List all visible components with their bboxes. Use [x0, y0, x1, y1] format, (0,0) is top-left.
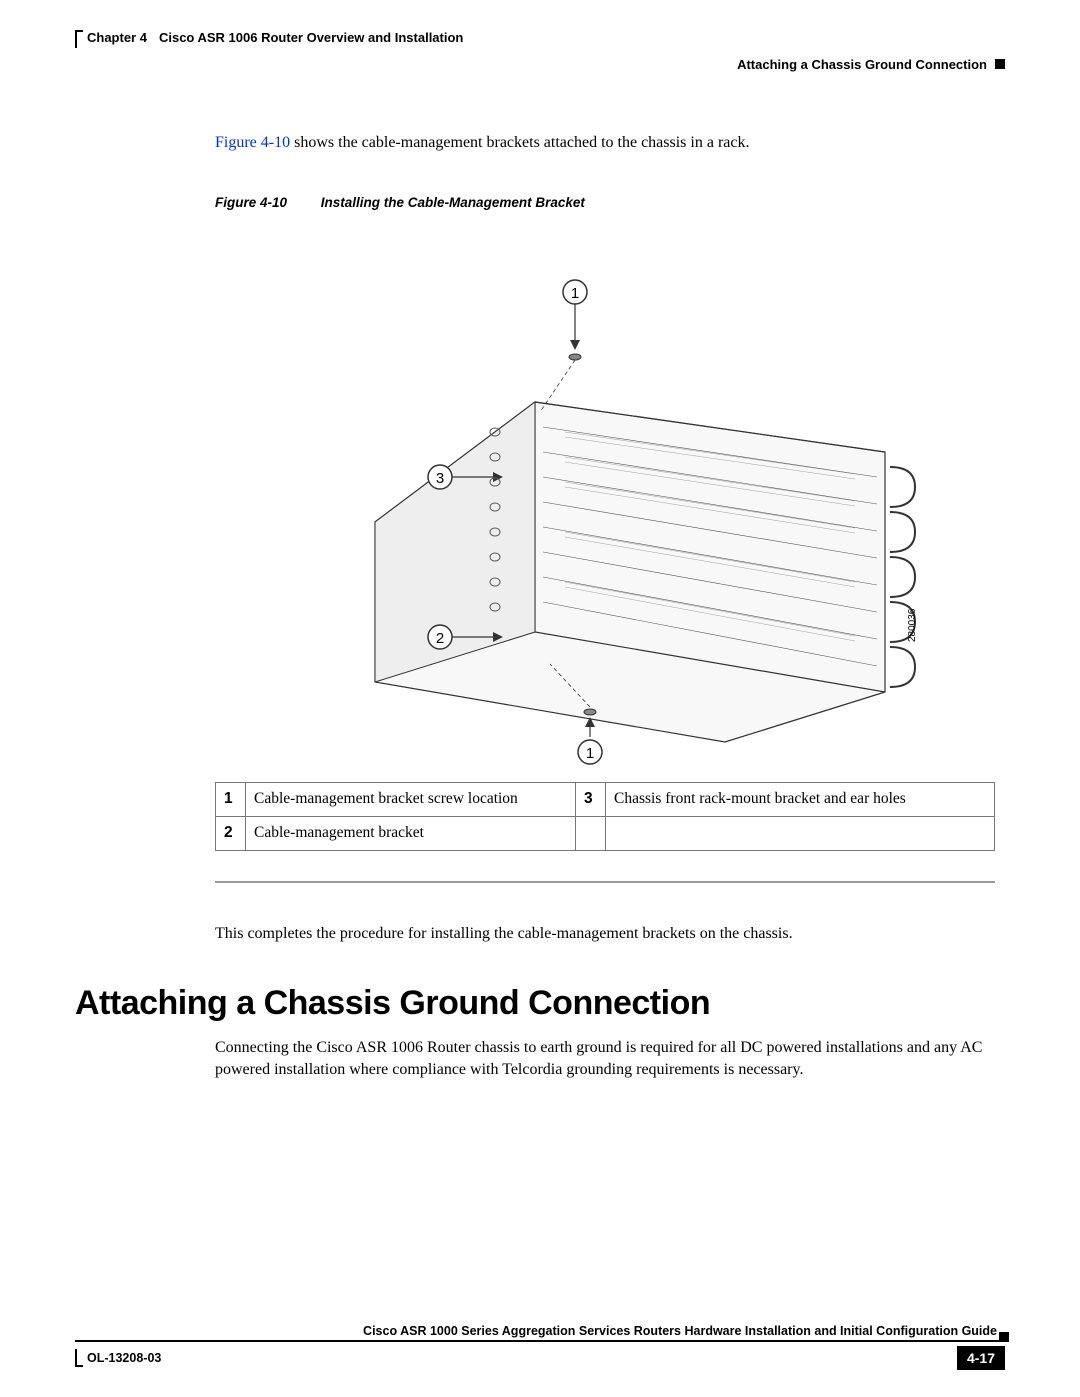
page-number: 4-17: [967, 1350, 995, 1366]
figure-illustration: 1 3 2 1: [285, 232, 925, 772]
intro-paragraph: Figure 4-10 shows the cable-management b…: [215, 132, 995, 154]
figure-title: Installing the Cable-Management Bracket: [321, 195, 585, 210]
chassis-svg: 1 3 2 1: [285, 232, 925, 772]
footer-row: OL-13208-03 4-17: [75, 1346, 1005, 1370]
main-content: Figure 4-10 shows the cable-management b…: [215, 132, 995, 944]
callout-2: 2: [436, 630, 444, 647]
header-marker-icon: [995, 59, 1005, 69]
legend-num: [576, 816, 606, 850]
diagram-code: 280036: [907, 608, 918, 642]
legend-desc: [606, 816, 995, 850]
section-rule: [215, 881, 995, 883]
legend-desc: Cable-management bracket screw location: [246, 782, 576, 816]
footer-marker-icon: [999, 1332, 1009, 1342]
section-title: Attaching a Chassis Ground Connection: [737, 57, 987, 72]
h1-heading: Attaching a Chassis Ground Connection: [75, 984, 1005, 1023]
document-page: Chapter 4 Cisco ASR 1006 Router Overview…: [75, 30, 1005, 1370]
table-row: 1 Cable-management bracket screw locatio…: [216, 782, 995, 816]
page-number-box: 4-17: [957, 1346, 1005, 1370]
figure-caption: Figure 4-10 Installing the Cable-Managem…: [215, 194, 995, 212]
doc-id-text: OL-13208-03: [87, 1351, 161, 1365]
callout-1-bottom: 1: [586, 745, 594, 762]
crop-mark-top: [75, 30, 83, 48]
figure-legend-table: 1 Cable-management bracket screw locatio…: [215, 782, 995, 851]
legend-desc: Cable-management bracket: [246, 816, 576, 850]
figure-number: Figure 4-10: [215, 195, 287, 210]
legend-num: 3: [576, 782, 606, 816]
page-footer: Cisco ASR 1000 Series Aggregation Servic…: [75, 1324, 1005, 1370]
chapter-title: Cisco ASR 1006 Router Overview and Insta…: [159, 30, 463, 45]
footer-doc-id: OL-13208-03: [87, 1351, 161, 1365]
callout-1-top: 1: [571, 285, 579, 302]
table-row: 2 Cable-management bracket: [216, 816, 995, 850]
footer-guide-title: Cisco ASR 1000 Series Aggregation Servic…: [75, 1324, 1005, 1342]
legend-desc: Chassis front rack-mount bracket and ear…: [606, 782, 995, 816]
section-body: Connecting the Cisco ASR 1006 Router cha…: [215, 1037, 995, 1080]
legend-num: 1: [216, 782, 246, 816]
chapter-label: Chapter 4: [87, 30, 147, 45]
legend-num: 2: [216, 816, 246, 850]
section-header: Attaching a Chassis Ground Connection: [75, 57, 1005, 72]
callout-3: 3: [436, 470, 444, 487]
crop-mark-bottom: [75, 1349, 83, 1367]
figure-cross-ref-link[interactable]: Figure 4-10: [215, 134, 290, 151]
running-header: Chapter 4 Cisco ASR 1006 Router Overview…: [87, 30, 1005, 45]
body-paragraph: Connecting the Cisco ASR 1006 Router cha…: [215, 1037, 995, 1080]
completion-paragraph: This completes the procedure for install…: [215, 923, 995, 945]
intro-text: shows the cable-management brackets atta…: [290, 134, 749, 151]
